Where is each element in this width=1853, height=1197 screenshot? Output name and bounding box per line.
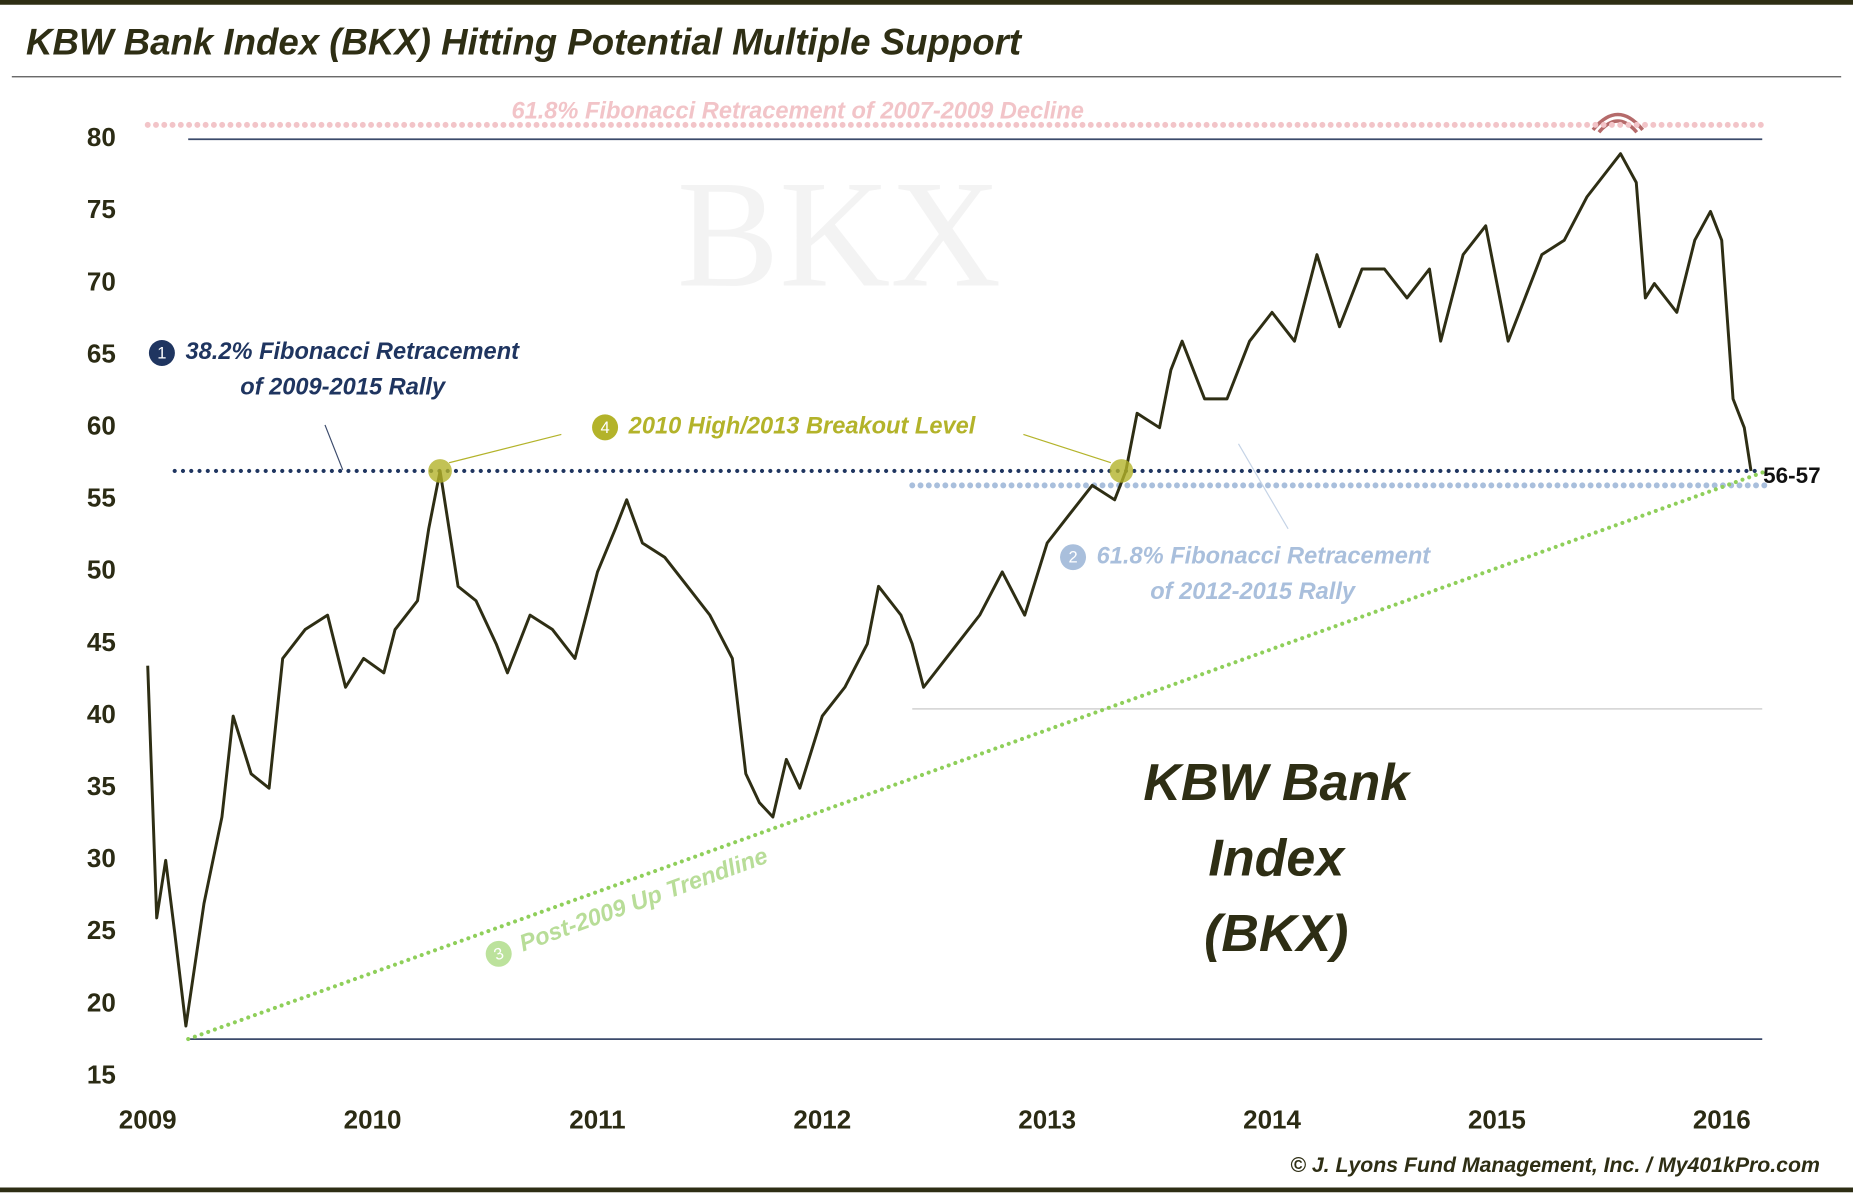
chart-title: KBW Bank Index (BKX) Hitting Potential M… bbox=[26, 22, 1023, 63]
y-tick-label: 55 bbox=[87, 483, 116, 513]
y-tick-label: 35 bbox=[87, 771, 116, 801]
y-tick-label: 30 bbox=[87, 843, 116, 873]
y-tick-label: 65 bbox=[87, 338, 116, 368]
x-tick-label: 2009 bbox=[119, 1104, 177, 1134]
y-tick-label: 15 bbox=[87, 1059, 116, 1089]
y-tick-label: 50 bbox=[87, 555, 116, 585]
badge-number: 4 bbox=[600, 418, 609, 437]
footer: © J. Lyons Fund Management, Inc. / My401… bbox=[1290, 1153, 1820, 1177]
big-label: Index bbox=[1208, 829, 1346, 887]
y-tick-label: 75 bbox=[87, 194, 116, 224]
leader bbox=[324, 424, 344, 471]
x-tick-label: 2011 bbox=[569, 1104, 625, 1134]
x-tick-label: 2013 bbox=[1018, 1104, 1076, 1134]
y-tick-label: 80 bbox=[87, 122, 116, 152]
x-tick-label: 2012 bbox=[793, 1104, 851, 1134]
series-line bbox=[146, 152, 1753, 1028]
y-tick-label: 40 bbox=[87, 699, 116, 729]
leader bbox=[1237, 443, 1289, 530]
leader bbox=[1023, 433, 1112, 464]
badge-number: 1 bbox=[157, 344, 166, 363]
annotation-text: 61.8% Fibonacci Retracement of 2007-2009… bbox=[511, 98, 1083, 124]
x-tick-label: 2015 bbox=[1468, 1104, 1526, 1134]
badge bbox=[1060, 544, 1087, 571]
badge-number: 2 bbox=[1068, 548, 1077, 567]
top-arc bbox=[1597, 119, 1639, 134]
badge bbox=[485, 940, 512, 967]
annotation-text: of 2009-2015 Rally bbox=[240, 375, 447, 401]
y-tick-label: 60 bbox=[87, 411, 116, 441]
watermark: BKX bbox=[677, 150, 1001, 320]
annotation-text: 38.2% Fibonacci Retracement bbox=[186, 339, 521, 365]
y-tick-label: 45 bbox=[87, 627, 116, 657]
annotation-group: 3 Post-2009 Up Trendline bbox=[485, 843, 771, 967]
big-label: KBW Bank bbox=[1143, 754, 1412, 812]
badge bbox=[592, 414, 619, 441]
leader bbox=[448, 433, 562, 464]
annotation-text: 56-57 bbox=[1763, 463, 1820, 488]
big-label: (BKX) bbox=[1204, 905, 1348, 963]
x-tick-label: 2014 bbox=[1243, 1104, 1301, 1134]
y-tick-label: 70 bbox=[87, 266, 116, 296]
highlight-point bbox=[428, 459, 452, 483]
annotation-text: of 2012-2015 Rally bbox=[1150, 579, 1357, 605]
y-tick-label: 25 bbox=[87, 915, 116, 945]
annotation-text: 2010 High/2013 Breakout Level bbox=[628, 414, 976, 440]
badge bbox=[148, 339, 175, 366]
annotation-text: 61.8% Fibonacci Retracement bbox=[1097, 543, 1432, 569]
annotation-line bbox=[186, 468, 1769, 1042]
highlight-point bbox=[1109, 459, 1134, 483]
annotation-text: Post-2009 Up Trendline bbox=[516, 843, 771, 957]
y-tick-label: 20 bbox=[87, 987, 116, 1017]
x-tick-label: 2010 bbox=[344, 1104, 402, 1134]
x-tick-label: 2016 bbox=[1693, 1104, 1751, 1134]
